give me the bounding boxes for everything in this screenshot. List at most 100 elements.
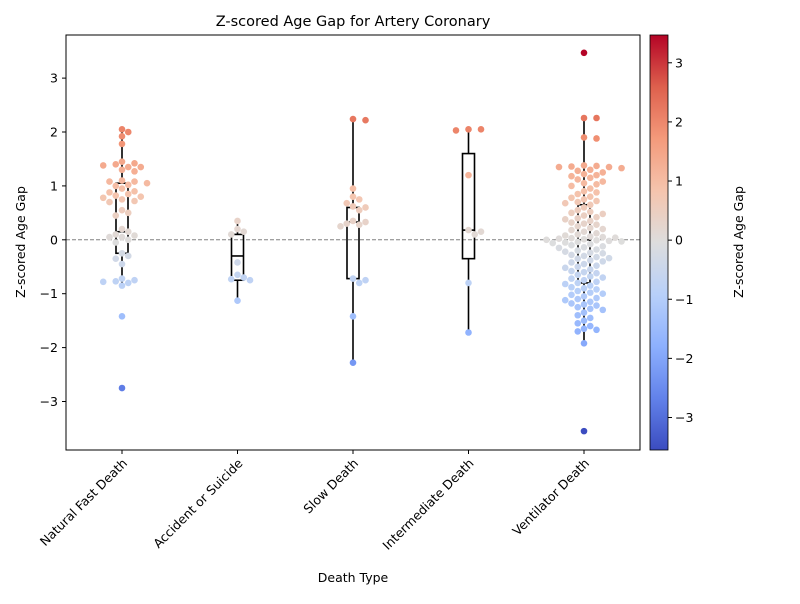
- data-point: [568, 182, 575, 190]
- data-point: [580, 301, 588, 308]
- data-point: [593, 262, 600, 269]
- colorbar-tick-label: 2: [675, 114, 683, 129]
- data-point: [465, 171, 472, 179]
- x-tick-label: Accident or Suicide: [150, 455, 246, 551]
- data-point: [580, 134, 588, 141]
- data-point: [561, 264, 569, 272]
- colorbar-tick-label: 3: [675, 55, 683, 70]
- data-point: [561, 280, 569, 288]
- data-point: [555, 244, 563, 252]
- data-point: [234, 259, 241, 266]
- data-point: [586, 224, 594, 232]
- data-point: [124, 252, 132, 260]
- data-point: [124, 236, 132, 244]
- y-axis-label: Z-scored Age Gap: [13, 186, 28, 298]
- data-point: [477, 228, 485, 236]
- data-point: [574, 328, 582, 335]
- data-point: [593, 189, 600, 196]
- data-point: [586, 305, 594, 313]
- data-point: [349, 313, 357, 320]
- data-point: [118, 233, 126, 241]
- data-point: [355, 221, 363, 229]
- colorbar-tick-label: −2: [675, 351, 693, 366]
- data-point: [568, 219, 575, 226]
- data-point: [561, 216, 569, 223]
- data-point: [362, 276, 369, 284]
- data-point: [124, 128, 132, 136]
- data-point: [131, 276, 138, 284]
- data-point: [568, 234, 575, 242]
- y-tick-label: 0: [50, 232, 58, 247]
- data-point: [112, 161, 120, 168]
- data-point: [586, 233, 594, 240]
- data-point: [234, 225, 241, 233]
- y-tick-label: 2: [50, 125, 58, 140]
- data-point: [586, 185, 594, 192]
- data-point: [118, 133, 126, 140]
- data-point: [593, 213, 600, 221]
- data-point: [118, 260, 126, 268]
- data-point: [605, 254, 613, 262]
- data-point: [605, 237, 613, 245]
- data-point: [574, 295, 582, 303]
- data-point: [118, 249, 126, 257]
- data-point: [568, 259, 575, 266]
- data-point: [355, 206, 363, 214]
- data-point: [112, 278, 120, 285]
- data-point: [131, 168, 138, 175]
- data-point: [349, 217, 357, 225]
- data-point: [580, 179, 588, 187]
- data-point: [112, 182, 120, 190]
- data-point: [586, 201, 594, 209]
- data-point: [593, 286, 600, 293]
- data-point: [586, 208, 594, 216]
- data-point: [580, 162, 588, 169]
- y-tick-label: 1: [50, 178, 58, 193]
- data-point: [599, 225, 607, 233]
- data-point: [549, 239, 557, 247]
- data-point: [568, 226, 575, 234]
- data-point: [580, 276, 588, 284]
- data-point: [580, 114, 588, 122]
- data-point: [227, 231, 235, 238]
- data-point: [118, 126, 126, 133]
- data-point: [124, 279, 132, 287]
- data-point: [580, 170, 588, 178]
- data-point: [99, 194, 107, 202]
- data-point: [143, 179, 151, 187]
- data-point: [234, 217, 241, 225]
- data-point: [586, 166, 594, 174]
- data-point: [465, 126, 472, 133]
- data-point: [580, 244, 588, 251]
- data-point: [593, 269, 600, 277]
- data-point: [586, 314, 594, 322]
- data-point: [452, 127, 460, 134]
- data-point: [593, 171, 600, 179]
- data-point: [599, 258, 607, 265]
- data-point: [580, 309, 588, 316]
- y-tick-label: −3: [40, 394, 58, 409]
- data-point: [240, 228, 248, 236]
- data-point: [580, 204, 588, 211]
- x-axis-label: Death Type: [318, 570, 389, 585]
- data-point: [112, 231, 120, 238]
- data-point: [574, 287, 582, 295]
- data-point: [593, 278, 600, 286]
- data-point: [568, 163, 575, 170]
- data-point: [599, 290, 607, 298]
- data-point: [580, 285, 588, 292]
- data-point: [593, 326, 600, 334]
- data-point: [611, 234, 619, 241]
- data-point: [580, 187, 588, 195]
- x-tick-label: Slow Death: [300, 456, 361, 517]
- data-point: [580, 252, 588, 260]
- data-point: [586, 298, 594, 306]
- data-point: [568, 283, 575, 291]
- data-point: [106, 178, 113, 185]
- data-point: [555, 163, 563, 171]
- data-point: [118, 177, 126, 184]
- data-point: [561, 248, 569, 255]
- data-point: [568, 300, 575, 307]
- colorbar-tick-label: −1: [675, 292, 693, 307]
- data-point: [593, 135, 600, 142]
